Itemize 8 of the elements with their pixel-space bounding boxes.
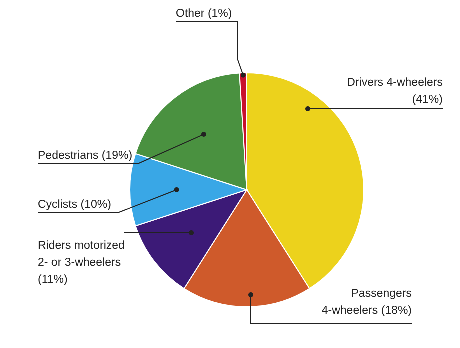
slice-label: Cyclists (10%): [38, 199, 112, 211]
slice-label: Riders motorized 2- or 3-wheelers: [38, 240, 125, 269]
data-label: (11%): [38, 274, 68, 286]
slice-label: Pedestrians (19%): [38, 150, 133, 162]
slice-label: Drivers 4-wheelers: [347, 77, 444, 89]
slice-label: Other (1%): [176, 8, 232, 20]
data-label: (41%): [412, 94, 444, 106]
slice-label: Passengers 4-wheelers (18%): [322, 288, 412, 317]
